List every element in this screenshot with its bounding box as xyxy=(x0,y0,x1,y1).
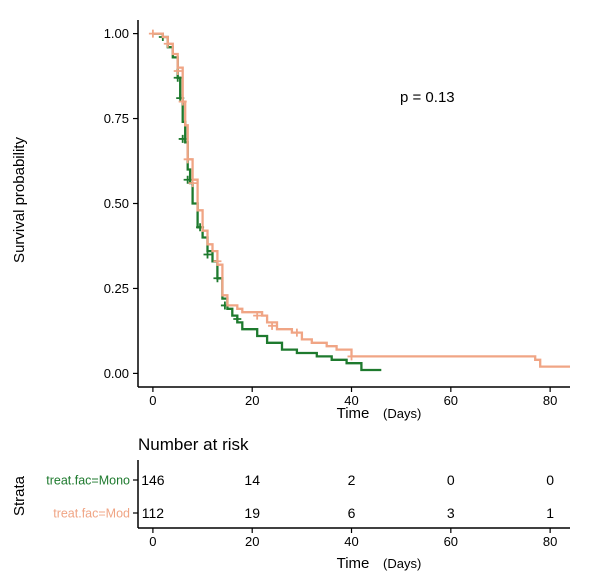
censor-mark-mod xyxy=(178,97,187,106)
p-value-annotation: p = 0.13 xyxy=(400,89,455,106)
y-tick-label: 0.00 xyxy=(104,366,129,381)
risk-x-axis-title-unit: (Days) xyxy=(383,556,421,571)
risk-row-label: treat.fac=Mono xyxy=(46,474,130,488)
risk-count: 146 xyxy=(141,472,165,488)
risk-count: 2 xyxy=(348,472,356,488)
risk-count: 0 xyxy=(546,472,554,488)
censor-mark-mod xyxy=(183,155,192,164)
risk-table-title: Number at risk xyxy=(138,435,249,454)
y-tick-label: 0.50 xyxy=(104,196,129,211)
survival-curve-mod xyxy=(152,32,570,368)
y-tick-label: 1.00 xyxy=(104,26,129,41)
risk-count: 0 xyxy=(447,472,455,488)
risk-rows: treat.fac=Mono 146 14 2 0 0 treat.fac=Mod 112 19… xyxy=(46,472,554,521)
censor-mark-mod xyxy=(268,321,277,330)
censor-mark-mod xyxy=(163,39,172,48)
risk-count: 6 xyxy=(348,505,356,521)
risk-table: Number at risk Strata treat.fac=Mono 146 1… xyxy=(11,435,570,572)
risk-x-ticks: 0 20 40 60 80 xyxy=(149,528,557,549)
risk-x-tick-label: 40 xyxy=(344,534,358,549)
censor-mark-mono xyxy=(233,315,242,324)
risk-x-axis-title: Time xyxy=(337,555,370,572)
x-axis-title: Time xyxy=(337,405,370,422)
survival-plot: 0.000.250.500.751.00 0 20 40 60 80 p = 0.13 … xyxy=(11,20,570,422)
censor-mark-mod xyxy=(292,328,301,337)
risk-x-tick-label: 60 xyxy=(444,534,458,549)
risk-count: 19 xyxy=(244,505,260,521)
censor-mark-mono xyxy=(213,274,222,283)
y-ticks: 0.00 0.25 0.50 0.75 1.00 xyxy=(104,26,138,381)
censor-mark-mono xyxy=(173,73,182,82)
x-tick-label: 40 xyxy=(344,393,358,408)
censor-mark-mod xyxy=(173,66,182,75)
censor-mark-mod xyxy=(188,179,197,188)
censor-mark-mono xyxy=(178,134,187,143)
censor-mark-mono xyxy=(203,250,212,259)
censor-mark-mono xyxy=(183,175,192,184)
risk-x-tick-label: 80 xyxy=(543,534,557,549)
y-axis-title: Survival probability xyxy=(11,137,28,263)
y-tick-label: 0.75 xyxy=(104,111,129,126)
x-ticks: 0 20 40 60 80 xyxy=(149,387,557,408)
x-tick-label: 60 xyxy=(444,393,458,408)
x-tick-label: 0 xyxy=(149,393,156,408)
x-axis-title-unit: (Days) xyxy=(383,406,421,421)
censor-mark-mod xyxy=(253,311,262,320)
censor-mark-mod xyxy=(347,352,356,361)
risk-count: 1 xyxy=(546,505,554,521)
risk-x-tick-label: 0 xyxy=(149,534,156,549)
censor-mark-mod xyxy=(148,29,157,38)
risk-count: 3 xyxy=(447,505,455,521)
x-tick-label: 80 xyxy=(543,393,557,408)
survival-curves xyxy=(148,29,570,372)
x-tick-label: 20 xyxy=(245,393,259,408)
censor-mark-mod xyxy=(213,257,222,266)
strata-label: Strata xyxy=(11,475,28,516)
risk-count: 14 xyxy=(244,472,260,488)
risk-x-tick-label: 20 xyxy=(245,534,259,549)
risk-row-label: treat.fac=Mod xyxy=(53,507,130,521)
y-tick-label: 0.25 xyxy=(104,281,129,296)
risk-count: 112 xyxy=(142,505,165,521)
